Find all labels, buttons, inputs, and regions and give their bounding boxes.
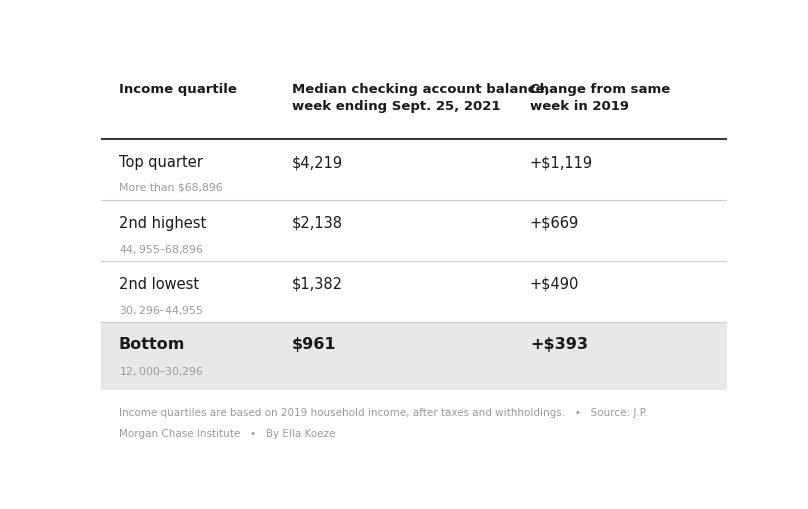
Text: $1,382: $1,382 (292, 277, 343, 292)
Text: +$669: +$669 (530, 216, 579, 231)
Text: $2,138: $2,138 (292, 216, 343, 231)
Text: $961: $961 (292, 337, 336, 352)
Text: Bottom: Bottom (119, 337, 185, 352)
Text: 2nd lowest: 2nd lowest (119, 277, 199, 292)
Text: Income quartile: Income quartile (119, 82, 237, 96)
Text: +$393: +$393 (530, 337, 588, 352)
Text: Median checking account balance,
week ending Sept. 25, 2021: Median checking account balance, week en… (292, 82, 549, 112)
Text: Morgan Chase Institute   •   By Ella Koeze: Morgan Chase Institute • By Ella Koeze (119, 430, 335, 439)
Text: $30,296–$44,955: $30,296–$44,955 (119, 304, 203, 317)
Text: $4,219: $4,219 (292, 155, 343, 170)
Text: 2nd highest: 2nd highest (119, 216, 206, 231)
Text: $44,955–$68,896: $44,955–$68,896 (119, 243, 204, 257)
Bar (101, 322, 727, 390)
Text: +$490: +$490 (530, 277, 579, 292)
Text: $12,000–$30,296: $12,000–$30,296 (119, 365, 203, 378)
Text: Change from same
week in 2019: Change from same week in 2019 (530, 82, 670, 112)
Text: Income quartiles are based on 2019 household income, after taxes and withholding: Income quartiles are based on 2019 house… (119, 408, 647, 418)
Text: More than $68,896: More than $68,896 (119, 183, 222, 192)
Text: +$1,119: +$1,119 (530, 155, 593, 170)
Text: Top quarter: Top quarter (119, 155, 203, 170)
